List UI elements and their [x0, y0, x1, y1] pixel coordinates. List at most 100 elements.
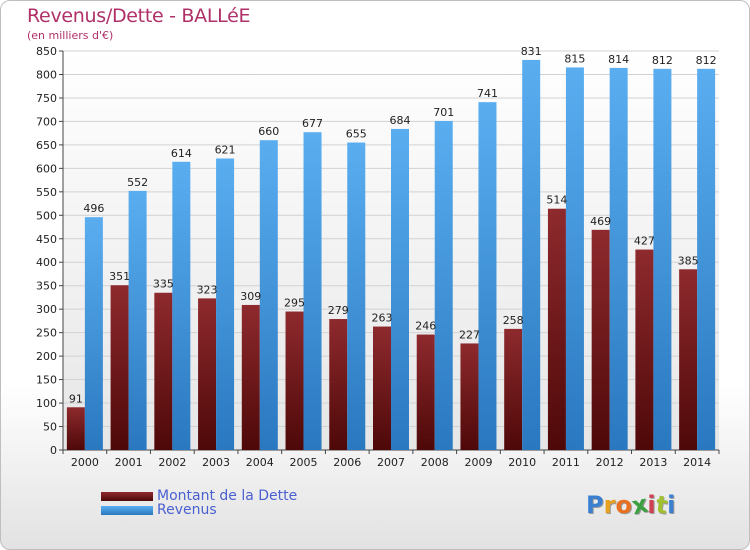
bar-revenue [565, 67, 584, 450]
logo-letter: o [615, 491, 632, 519]
data-label-revenue: 831 [521, 45, 542, 58]
x-tick-label: 2001 [115, 456, 143, 469]
x-tick-label: 2007 [377, 456, 405, 469]
x-tick-label: 2003 [202, 456, 230, 469]
data-label-debt: 351 [109, 270, 130, 283]
data-label-revenue: 741 [477, 87, 498, 100]
logo-letter: i [647, 491, 656, 519]
data-label-revenue: 812 [696, 54, 717, 67]
bar-debt [635, 249, 654, 450]
x-tick-label: 2002 [158, 456, 186, 469]
bar-revenue [697, 68, 716, 450]
data-label-debt: 263 [372, 312, 393, 325]
y-tick-label: 850 [36, 45, 57, 58]
x-tick-label: 2010 [508, 456, 536, 469]
x-tick-label: 2005 [290, 456, 318, 469]
legend-label-revenue: Revenus [157, 502, 217, 518]
data-label-revenue: 621 [215, 143, 236, 156]
legend-item-revenue: Revenus [101, 502, 217, 518]
bar-revenue [259, 140, 278, 450]
y-tick-label: 200 [36, 350, 57, 363]
bar-debt [547, 208, 566, 450]
bar-revenue [391, 128, 409, 450]
y-tick-label: 750 [36, 92, 57, 105]
data-label-debt: 227 [459, 328, 480, 341]
bar-revenue [84, 217, 103, 450]
proxiti-logo: Proxiti [586, 490, 676, 521]
bar-revenue [522, 59, 541, 450]
data-label-debt: 309 [240, 290, 261, 303]
logo-letter: P [586, 491, 604, 519]
bar-revenue [653, 68, 672, 450]
x-tick-label: 2004 [246, 456, 274, 469]
y-tick-label: 400 [36, 256, 57, 269]
y-tick-label: 800 [36, 68, 57, 81]
bar-revenue [216, 158, 235, 450]
bar-debt [591, 229, 610, 450]
bars [66, 59, 716, 451]
bar-debt [66, 407, 85, 450]
bar-revenue [303, 132, 322, 450]
y-tick-label: 650 [36, 139, 57, 152]
x-axis: 2000 2001 2002 2003 2004 2005 2006 2007 2008 2009… [62, 449, 720, 469]
bar-debt [241, 304, 260, 450]
bar-revenue [434, 120, 453, 450]
x-tick-label: 2014 [683, 456, 711, 469]
bar-debt [416, 334, 435, 450]
logo-letter: i [667, 491, 676, 519]
x-tick-label: 2009 [464, 456, 492, 469]
x-tick-label: 2013 [639, 456, 667, 469]
data-label-debt: 91 [69, 392, 83, 405]
data-label-debt: 335 [153, 278, 174, 291]
data-label-revenue: 655 [346, 128, 367, 141]
data-label-debt: 258 [503, 314, 524, 327]
data-label-revenue: 614 [171, 147, 192, 160]
bar-revenue [609, 67, 628, 450]
data-label-debt: 246 [415, 320, 436, 333]
y-tick-label: 500 [36, 209, 57, 222]
x-tick-label: 2006 [333, 456, 361, 469]
y-tick-label: 350 [36, 280, 57, 293]
x-tick-label: 2012 [596, 456, 624, 469]
logo-letter: r [603, 491, 616, 519]
chart-title: Revenus/Dette - BALLéE [27, 5, 251, 27]
bar-revenue [478, 102, 497, 450]
y-axis: 0 50 100 150 200 250 300 350 400 450 500 550 600 650 7… [36, 45, 64, 457]
y-tick-label: 100 [36, 397, 57, 410]
bar-revenue [347, 142, 366, 451]
bar-debt [198, 298, 217, 450]
legend-label-debt: Montant de la Dette [157, 488, 298, 504]
data-label-revenue: 552 [127, 176, 148, 189]
y-tick-label: 550 [36, 186, 57, 199]
data-label-revenue: 496 [83, 202, 104, 215]
y-tick-label: 450 [36, 233, 57, 246]
x-tick-label: 2011 [552, 456, 580, 469]
y-tick-label: 700 [36, 115, 57, 128]
data-label-revenue: 814 [608, 53, 629, 66]
data-label-debt: 279 [328, 304, 349, 317]
data-label-debt: 323 [197, 283, 218, 296]
data-label-debt: 469 [590, 215, 611, 228]
y-tick-label: 0 [50, 444, 57, 457]
bar-debt [373, 326, 391, 450]
bar-revenue [128, 190, 147, 450]
y-tick-label: 300 [36, 303, 57, 316]
data-label-revenue: 701 [433, 106, 454, 119]
data-label-revenue: 677 [302, 117, 323, 130]
data-label-debt: 385 [678, 254, 699, 267]
data-label-revenue: 812 [652, 54, 673, 67]
data-labels: 91 496 351 552 335 614 323 621 309 660 295 677 279 65… [69, 45, 717, 405]
bar-debt [679, 269, 698, 450]
bar-debt [504, 328, 523, 450]
chart-subtitle: (en milliers d'€) [27, 29, 114, 42]
legend-swatch-debt [101, 491, 153, 501]
data-label-debt: 427 [634, 235, 655, 248]
y-tick-label: 600 [36, 162, 57, 175]
bar-debt [285, 311, 304, 450]
bar-debt [110, 285, 129, 450]
y-tick-label: 250 [36, 327, 57, 340]
y-tick-label: 50 [43, 421, 57, 434]
legend-item-debt: Montant de la Dette [101, 488, 297, 504]
x-tick-label: 2000 [71, 456, 99, 469]
